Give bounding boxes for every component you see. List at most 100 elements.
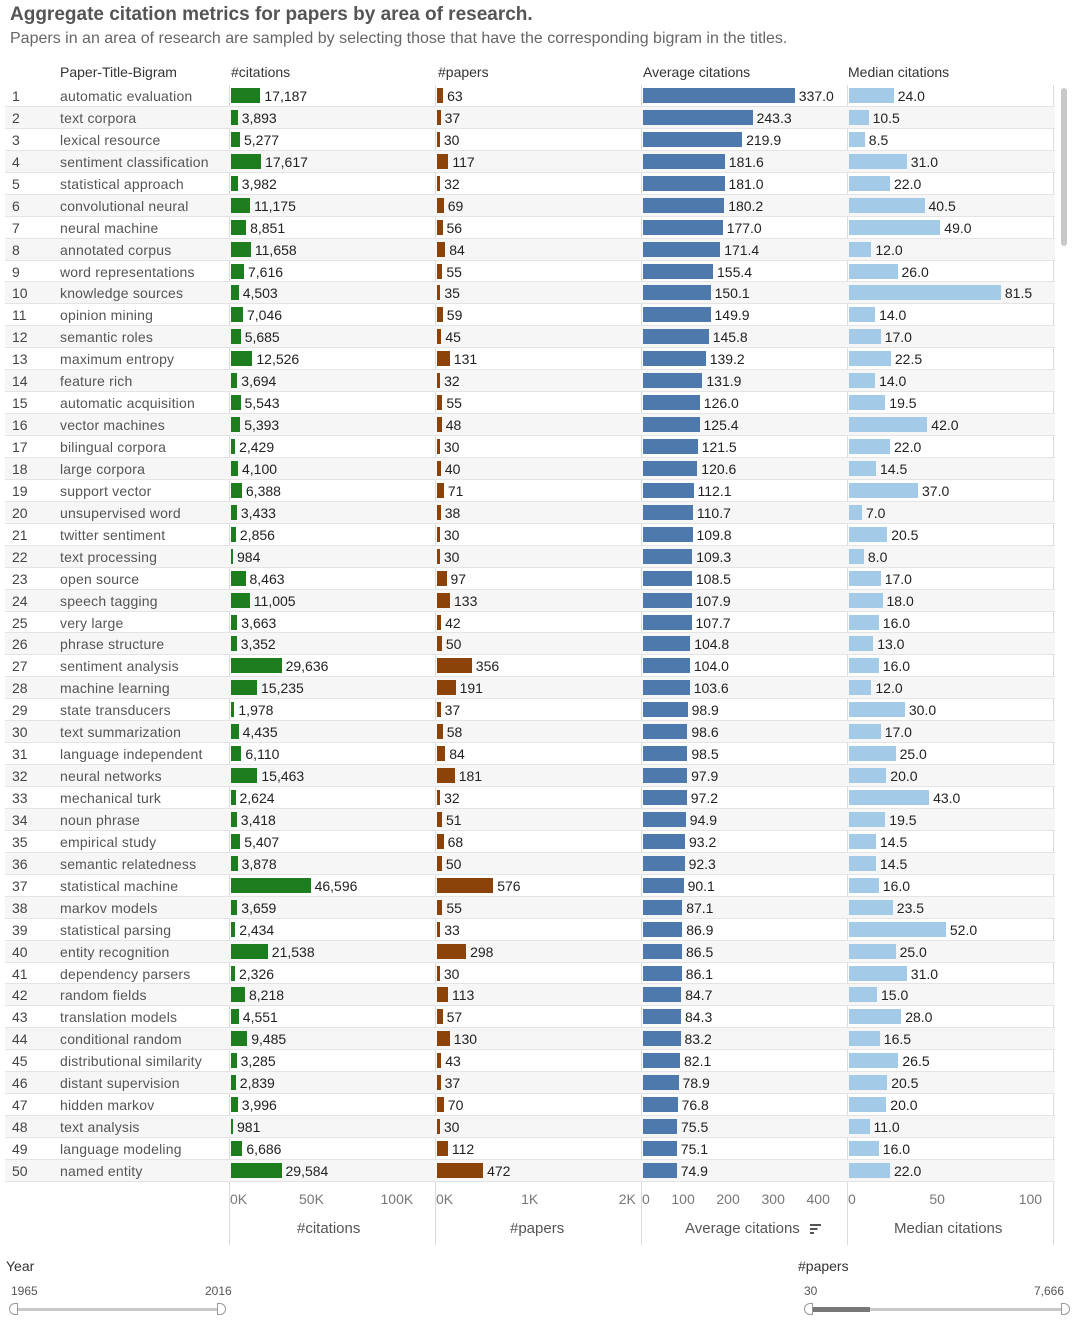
avg-bar[interactable] xyxy=(643,965,682,981)
citations-bar[interactable] xyxy=(231,1031,248,1047)
median-bar[interactable] xyxy=(849,943,896,959)
median-bar[interactable] xyxy=(849,987,877,1003)
papers-bar[interactable] xyxy=(437,373,441,389)
table-row[interactable]: 22 text processing 984 30 109.3 8.0 xyxy=(5,545,1055,568)
citations-bar[interactable] xyxy=(231,504,237,520)
median-bar[interactable] xyxy=(849,1075,888,1091)
table-row[interactable]: 23 open source 8,463 97 108.5 17.0 xyxy=(5,568,1055,590)
avg-bar[interactable] xyxy=(643,570,692,586)
median-bar[interactable] xyxy=(849,680,872,696)
table-row[interactable]: 31 language independent 6,110 84 98.5 25.0 xyxy=(5,743,1055,766)
papers-bar[interactable] xyxy=(437,329,442,345)
avg-bar[interactable] xyxy=(643,1031,681,1047)
papers-bar[interactable] xyxy=(437,1097,444,1113)
avg-bar[interactable] xyxy=(643,658,690,674)
table-row[interactable]: 35 empirical study 5,407 68 93.2 14.5 xyxy=(5,831,1055,853)
median-bar[interactable] xyxy=(849,790,930,805)
avg-bar[interactable] xyxy=(643,548,693,564)
median-bar[interactable] xyxy=(849,109,869,125)
papers-slider-max-handle[interactable] xyxy=(1061,1303,1070,1315)
citations-bar[interactable] xyxy=(231,351,253,367)
citations-bar[interactable] xyxy=(231,746,242,762)
avg-bar[interactable] xyxy=(643,263,713,279)
avg-bar[interactable] xyxy=(643,395,700,411)
papers-slider-track[interactable] xyxy=(812,1308,1064,1311)
table-row[interactable]: 6 convolutional neural 11,175 69 180.2 40.5 xyxy=(5,194,1055,217)
papers-bar[interactable] xyxy=(437,1053,442,1069)
avg-bar[interactable] xyxy=(643,855,685,871)
citations-bar[interactable] xyxy=(231,1119,233,1135)
avg-bar[interactable] xyxy=(643,482,694,498)
avg-bar[interactable] xyxy=(643,943,682,959)
table-row[interactable]: 11 opinion mining 7,046 59 149.9 14.0 xyxy=(5,304,1055,327)
papers-bar[interactable] xyxy=(437,921,441,937)
avg-bar[interactable] xyxy=(643,197,725,213)
citations-bar[interactable] xyxy=(231,855,238,871)
avg-bar[interactable] xyxy=(643,921,683,937)
avg-bar[interactable] xyxy=(643,219,723,235)
avg-bar[interactable] xyxy=(643,1141,677,1156)
citations-bar[interactable] xyxy=(231,811,237,827)
median-bar[interactable] xyxy=(849,833,876,849)
papers-bar[interactable] xyxy=(437,131,440,147)
citations-bar[interactable] xyxy=(231,548,233,564)
papers-bar[interactable] xyxy=(437,175,441,191)
table-row[interactable]: 36 semantic relatedness 3,878 50 92.3 14.5 xyxy=(5,852,1055,875)
avg-bar[interactable] xyxy=(643,307,711,323)
table-row[interactable]: 39 statistical parsing 2,434 33 86.9 52.0 xyxy=(5,919,1055,941)
table-row[interactable]: 21 twitter sentiment 2,856 30 109.8 20.5 xyxy=(5,524,1055,546)
citations-bar[interactable] xyxy=(231,1009,239,1025)
median-bar[interactable] xyxy=(849,526,888,542)
papers-bar[interactable] xyxy=(437,899,443,915)
citations-bar[interactable] xyxy=(231,570,246,586)
header-median-citations[interactable]: Median citations xyxy=(848,64,950,80)
papers-bar[interactable] xyxy=(437,1031,450,1047)
median-bar[interactable] xyxy=(849,373,876,389)
papers-bar[interactable] xyxy=(437,153,449,169)
table-row[interactable]: 10 knowledge sources 4,503 35 150.1 81.5 xyxy=(5,282,1055,305)
avg-bar[interactable] xyxy=(643,1119,677,1135)
citations-bar[interactable] xyxy=(231,395,241,411)
median-bar[interactable] xyxy=(849,351,891,367)
avg-bar[interactable] xyxy=(643,1097,678,1113)
citations-bar[interactable] xyxy=(231,877,311,893)
citations-bar[interactable] xyxy=(231,153,262,169)
avg-bar[interactable] xyxy=(643,1162,677,1178)
papers-bar[interactable] xyxy=(437,790,441,805)
citations-bar[interactable] xyxy=(231,482,242,498)
avg-bar[interactable] xyxy=(643,790,687,805)
table-row[interactable]: 2 text corpora 3,893 37 243.3 10.5 xyxy=(5,106,1055,129)
papers-bar[interactable] xyxy=(437,351,450,367)
median-bar[interactable] xyxy=(849,131,865,147)
papers-bar[interactable] xyxy=(437,109,441,125)
header-bigram[interactable]: Paper-Title-Bigram xyxy=(60,64,177,80)
avg-bar[interactable] xyxy=(643,702,688,718)
avg-bar[interactable] xyxy=(643,987,682,1003)
citations-bar[interactable] xyxy=(231,219,247,235)
median-bar[interactable] xyxy=(849,460,876,476)
table-row[interactable]: 28 machine learning 15,235 191 103.6 12.0 xyxy=(5,677,1055,700)
papers-bar[interactable] xyxy=(437,768,455,784)
table-row[interactable]: 5 statistical approach 3,982 32 181.0 22.0 xyxy=(5,173,1055,195)
citations-bar[interactable] xyxy=(231,768,258,784)
citations-bar[interactable] xyxy=(231,329,241,345)
median-bar[interactable] xyxy=(849,1141,879,1156)
papers-bar[interactable] xyxy=(437,855,442,871)
table-row[interactable]: 4 sentiment classification 17,617 117 181.6 3… xyxy=(5,150,1055,173)
papers-bar[interactable] xyxy=(437,833,444,849)
avg-bar[interactable] xyxy=(643,460,698,476)
median-bar[interactable] xyxy=(849,548,864,564)
median-bar[interactable] xyxy=(849,921,946,937)
avg-bar[interactable] xyxy=(643,88,795,103)
citations-bar[interactable] xyxy=(231,285,239,301)
citations-bar[interactable] xyxy=(231,1162,282,1178)
citations-bar[interactable] xyxy=(231,943,268,959)
citations-bar[interactable] xyxy=(231,1141,243,1156)
table-row[interactable]: 7 neural machine 8,851 56 177.0 49.0 xyxy=(5,217,1055,239)
table-row[interactable]: 8 annotated corpus 11,658 84 171.4 12.0 xyxy=(5,238,1055,261)
table-row[interactable]: 50 named entity 29,584 472 74.9 22.0 xyxy=(5,1159,1055,1182)
papers-bar[interactable] xyxy=(437,592,450,608)
median-bar[interactable] xyxy=(849,439,890,454)
table-row[interactable]: 9 word representations 7,616 55 155.4 26.0 xyxy=(5,261,1055,283)
papers-bar[interactable] xyxy=(437,987,448,1003)
